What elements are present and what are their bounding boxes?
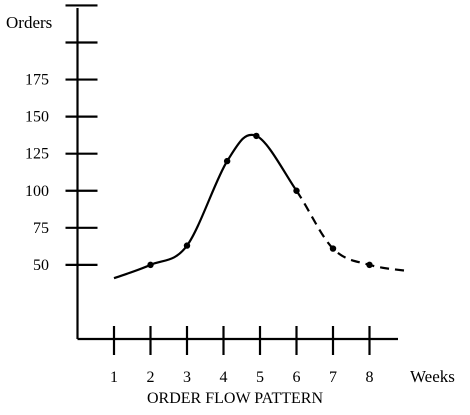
x-tick-label-1: 1 (110, 369, 118, 386)
x-tick-label-7: 7 (329, 369, 337, 386)
data-point-4 (253, 132, 260, 140)
data-point-3 (223, 157, 231, 165)
x-tick-label-6: 6 (293, 369, 301, 386)
x-tick-label-3: 3 (183, 369, 191, 386)
y-tick-label-175: 175 (25, 72, 49, 89)
y-tick-label-75: 75 (33, 220, 49, 237)
y-tick-label-150: 150 (25, 109, 49, 126)
series-group (113, 132, 407, 280)
y-tick-label-50: 50 (33, 257, 49, 274)
x-tick-label-5: 5 (256, 369, 264, 386)
data-point-1 (147, 261, 154, 269)
x-tick-label-8: 8 (366, 369, 374, 386)
y-tick-label-100: 100 (25, 183, 49, 200)
y-axis-label: Orders (6, 13, 52, 32)
x-axis-label: Weeks (410, 367, 455, 386)
data-point-2 (183, 242, 191, 249)
x-tick-label-4: 4 (220, 369, 228, 386)
axes: 50 75 100 125 150 175 1 2 3 4 5 6 7 8 (25, 4, 398, 386)
y-tick-label-125: 125 (25, 146, 49, 163)
series-0-dashed-line (295, 190, 407, 272)
data-point-5 (293, 187, 300, 194)
series-0-solid-line (113, 133, 298, 280)
chart-title: ORDER FLOW PATTERN (147, 390, 323, 407)
data-point-7 (366, 261, 373, 269)
data-point-6 (329, 245, 337, 252)
x-tick-label-2: 2 (147, 369, 155, 386)
